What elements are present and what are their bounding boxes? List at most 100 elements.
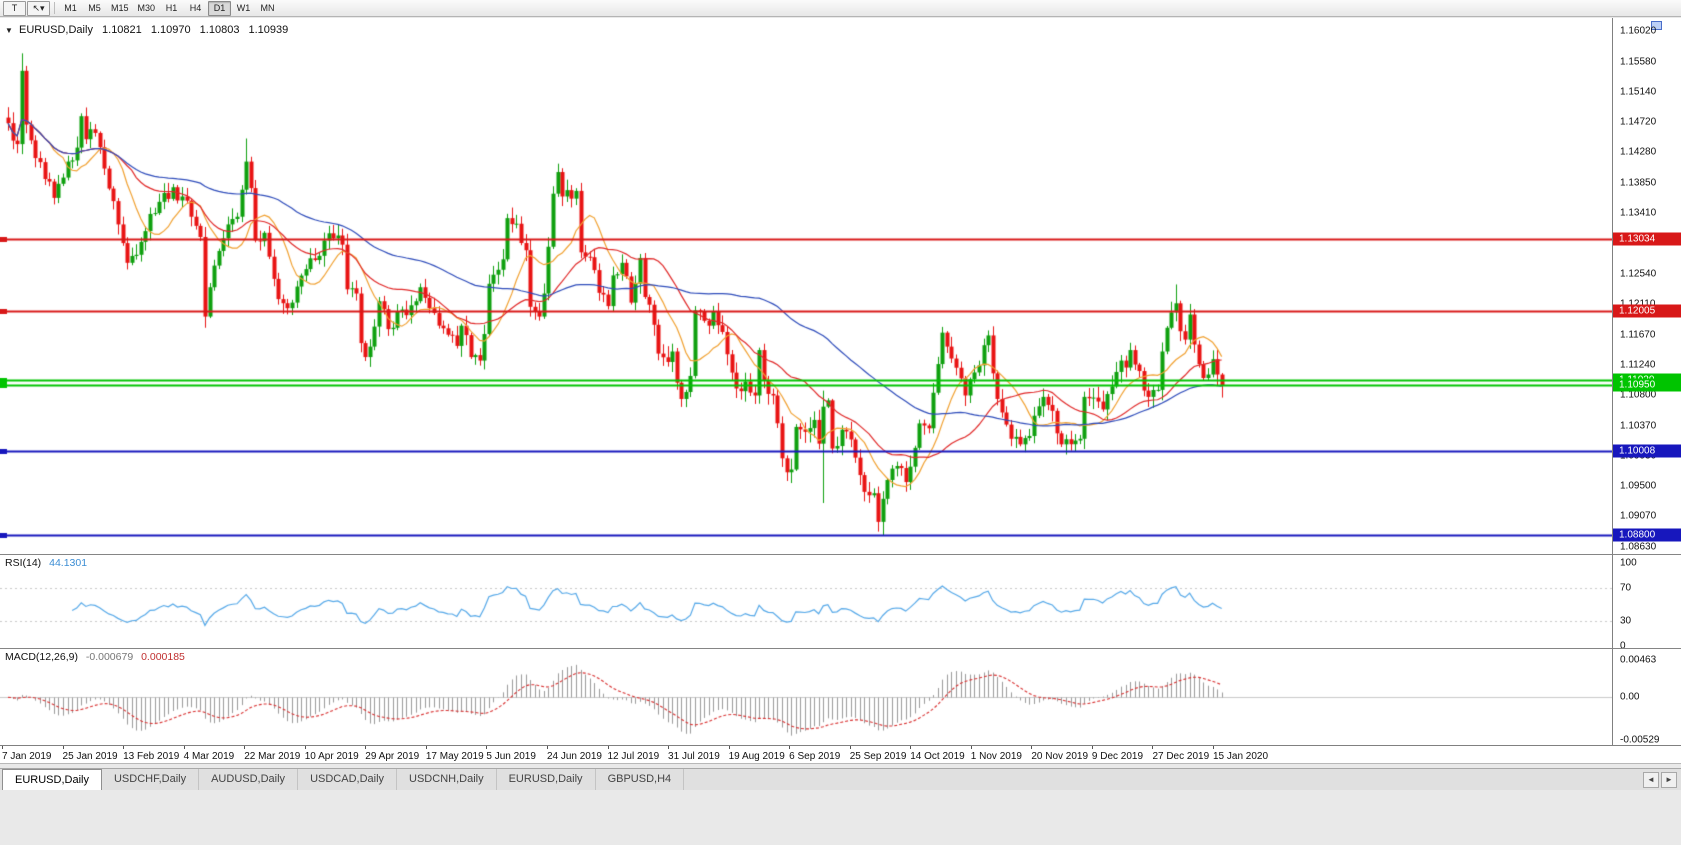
- chart-tab-6-gbpusd-h4[interactable]: GBPUSD,H4: [596, 769, 685, 790]
- chart-menu-icon[interactable]: ▼: [5, 26, 13, 35]
- timeframe-button-d1[interactable]: D1: [208, 0, 232, 16]
- date-label: 22 Mar 2019: [244, 751, 301, 762]
- price-tick-label: 1.11670: [1620, 329, 1656, 341]
- date-tick: [1152, 746, 1154, 749]
- date-label: 31 Jul 2019: [668, 751, 720, 762]
- date-tick: [304, 746, 306, 749]
- ohlc-low: 1.10803: [199, 24, 240, 36]
- date-label: 24 Jun 2019: [546, 751, 602, 762]
- date-label: 15 Jan 2020: [1213, 751, 1269, 762]
- date-tick: [486, 746, 488, 749]
- macd-panel-separator[interactable]: [0, 648, 1681, 649]
- price-chart-canvas[interactable]: [0, 18, 1612, 745]
- date-tick: [425, 746, 427, 749]
- date-label: 29 Apr 2019: [365, 751, 420, 762]
- macd-main-value: -0.000679: [85, 651, 134, 663]
- price-tick-label: 1.14720: [1620, 116, 1657, 128]
- date-label: 10 Apr 2019: [304, 751, 359, 762]
- chart-tab-3-usdcad-daily[interactable]: USDCAD,Daily: [298, 769, 398, 790]
- price-tick-label: 1.10800: [1620, 389, 1657, 401]
- timeframe-button-m5[interactable]: M5: [88, 2, 101, 13]
- tab-scroll-arrows: ◄ ►: [1643, 769, 1681, 790]
- timeframe-button-h1[interactable]: H1: [165, 2, 178, 13]
- date-label: 9 Dec 2019: [1091, 751, 1144, 762]
- date-label: 6 Sep 2019: [789, 751, 841, 762]
- price-tick-label: 1.11240: [1620, 359, 1656, 371]
- tabs-scroll-left-button[interactable]: ◄: [1643, 771, 1659, 788]
- date-tick: [183, 746, 185, 749]
- price-line-badge: 1.10008: [1613, 444, 1681, 458]
- date-tick: [365, 746, 367, 749]
- macd-signal-value: 0.000185: [141, 651, 185, 663]
- date-tick: [1091, 746, 1093, 749]
- toolbar: T ↖▾ M1 M5 M15 M30 H1 H4 D1 W1 MN: [0, 0, 1681, 17]
- price-tick-label: 1.14280: [1620, 146, 1657, 158]
- chart-tab-bar: EURUSD,Daily USDCHF,Daily AUDUSD,Daily USDC…: [0, 768, 1681, 790]
- date-label: 1 Nov 2019: [970, 751, 1022, 762]
- chart-tab-1-usdchf-daily[interactable]: USDCHF,Daily: [102, 769, 200, 790]
- date-tick: [62, 746, 64, 749]
- chart-tab-2-audusd-daily[interactable]: AUDUSD,Daily: [199, 769, 299, 790]
- chart-window: ▼ EURUSD,Daily 1.10821 1.10970 1.10803 1…: [0, 18, 1681, 746]
- price-tick-label: 1.12110: [1620, 299, 1655, 310]
- date-tick: [910, 746, 912, 749]
- time-axis[interactable]: 7 Jan 2019 25 Jan 2019 13 Feb 2019 4 Mar 20…: [0, 745, 1681, 764]
- timeframe-button-h4[interactable]: H4: [189, 2, 202, 13]
- macd-tick-label: 0.00463: [1620, 654, 1657, 666]
- date-tick: [123, 746, 125, 749]
- date-label: 19 Aug 2019: [728, 751, 785, 762]
- date-label: 27 Dec 2019: [1152, 751, 1210, 762]
- ohlc-open: 1.10821: [102, 24, 142, 36]
- date-tick: [849, 746, 851, 749]
- date-tick: [668, 746, 670, 749]
- rsi-indicator-label: RSI(14) 44.1301: [5, 557, 87, 569]
- chart-symbol-period: EURUSD,Daily: [18, 24, 93, 36]
- macd-indicator-label: MACD(12,26,9) -0.000679 0.000185: [5, 651, 185, 663]
- ohlc-high: 1.10970: [150, 24, 191, 36]
- rsi-panel-separator[interactable]: [0, 554, 1681, 555]
- date-label: 13 Feb 2019: [123, 751, 180, 762]
- rsi-tick-label: 70: [1620, 582, 1632, 594]
- price-tick-label: 1.10370: [1620, 420, 1657, 431]
- text-tool-button[interactable]: T: [3, 0, 26, 16]
- date-tick: [1213, 746, 1214, 749]
- price-tick-label: 1.09500: [1620, 480, 1657, 492]
- chart-tabs: EURUSD,Daily USDCHF,Daily AUDUSD,Daily USDC…: [0, 769, 685, 790]
- date-label: 25 Sep 2019: [849, 751, 907, 762]
- tool-button-group: T ↖▾: [3, 0, 50, 16]
- timeframe-button-mn[interactable]: MN: [260, 2, 275, 13]
- chart-tab-5-eurusd-daily[interactable]: EURUSD,Daily: [497, 769, 596, 790]
- chart-tab-0-eurusd-daily[interactable]: EURUSD,Daily: [2, 769, 102, 790]
- price-tick-label: 1.15580: [1620, 56, 1657, 68]
- price-tick-label: 1.09070: [1620, 510, 1657, 522]
- date-label: 17 May 2019: [425, 751, 484, 762]
- chart-tab-4-usdcnh-daily[interactable]: USDCNH,Daily: [397, 769, 497, 790]
- price-line-badge: 1.08800: [1613, 528, 1681, 542]
- price-tick-label: 1.13410: [1620, 207, 1657, 219]
- date-tick: [607, 746, 609, 749]
- price-line-badge: 1.10950: [1613, 378, 1681, 392]
- timeframe-button-group: M1 M5 M15 M30 H1 H4 D1 W1 MN: [59, 0, 279, 16]
- date-label: 25 Jan 2019: [62, 751, 118, 762]
- date-label: 14 Oct 2019: [910, 751, 965, 762]
- date-tick: [1031, 746, 1033, 749]
- rsi-tick-label: 30: [1620, 615, 1632, 627]
- rsi-value: 44.1301: [49, 557, 88, 569]
- date-tick: [789, 746, 791, 749]
- timeframe-button-w1[interactable]: W1: [236, 2, 251, 13]
- timeframe-button-m15[interactable]: M15: [111, 2, 129, 13]
- price-line-badge: 1.12005: [1613, 304, 1681, 318]
- price-tick-label: 1.12540: [1620, 268, 1657, 280]
- axis-top-marker: [1651, 21, 1662, 30]
- timeframe-button-m30[interactable]: M30: [137, 2, 156, 13]
- date-label: 5 Jun 2019: [486, 751, 536, 762]
- rsi-tick-label: 0: [1620, 640, 1626, 652]
- cursor-dropdown-button[interactable]: ↖▾: [27, 0, 50, 16]
- timeframe-button-m1[interactable]: M1: [64, 2, 77, 13]
- rsi-tick-label: 100: [1620, 557, 1637, 569]
- date-tick: [546, 746, 548, 749]
- price-axis[interactable]: 1.16020 1.15580 1.15140 1.14720 1.14280 1.138…: [1612, 18, 1681, 746]
- macd-tick-label: 0.00: [1620, 691, 1640, 703]
- date-label: 20 Nov 2019: [1031, 751, 1089, 762]
- tabs-scroll-right-button[interactable]: ►: [1661, 771, 1677, 788]
